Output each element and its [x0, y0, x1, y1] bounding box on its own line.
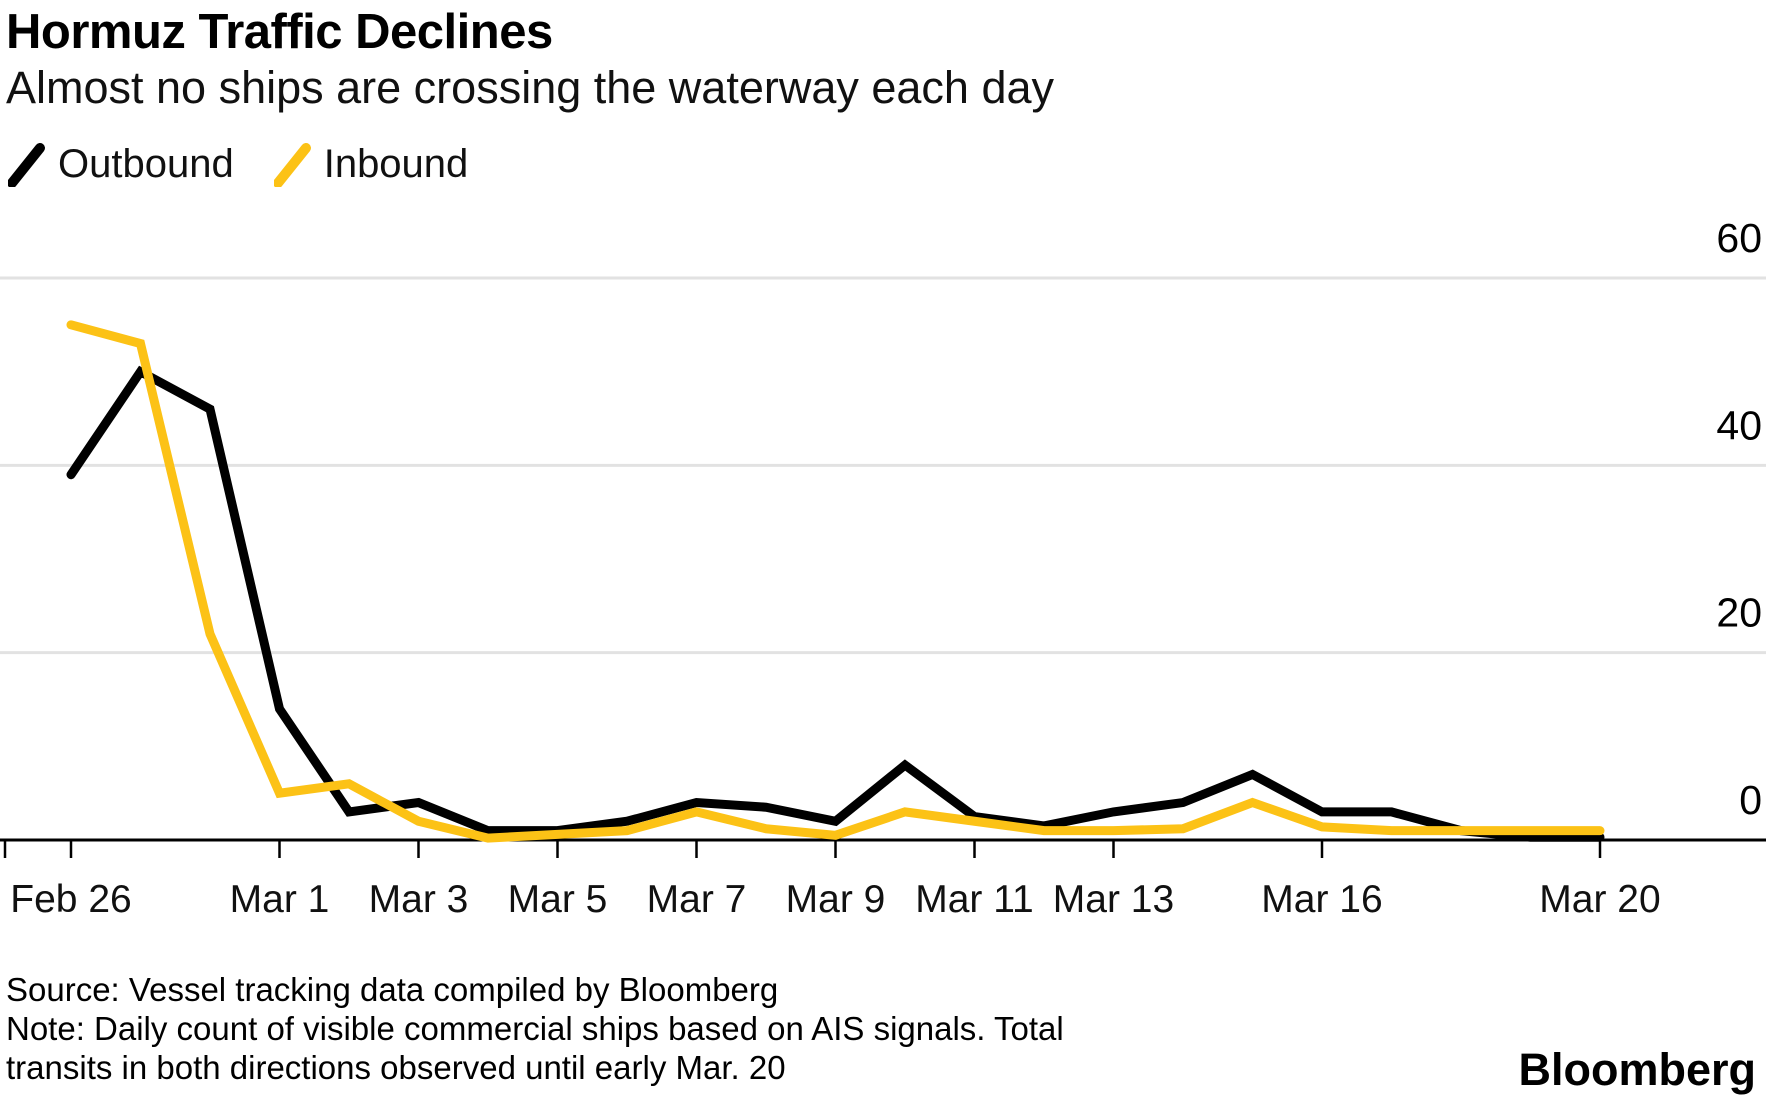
legend-label-inbound: Inbound — [323, 142, 469, 186]
x-axis-label-mar-1: Mar 1 — [230, 878, 330, 921]
x-axis-label-mar-11: Mar 11 — [915, 878, 1034, 921]
x-axis-label-mar-9: Mar 9 — [786, 878, 886, 921]
series-line-inbound — [66, 320, 1605, 843]
x-axis-label-feb-26: Feb 26 — [10, 878, 131, 921]
bloomberg-logo: Bloomberg — [1518, 1044, 1756, 1095]
x-axis-label-mar-20: Mar 20 — [1539, 878, 1660, 921]
page-subtitle: Almost no ships are crossing the waterwa… — [6, 62, 1055, 113]
series-line-outbound — [66, 365, 1605, 842]
page-title: Hormuz Traffic Declines — [6, 5, 553, 59]
x-axis-label-mar-7: Mar 7 — [647, 878, 747, 921]
footnote-line-2: transits in both directions observed unt… — [6, 1049, 786, 1086]
y-axis-label-60: 60 — [1716, 215, 1762, 261]
legend-label-outbound: Outbound — [58, 142, 234, 186]
y-axis-label-40: 40 — [1716, 402, 1762, 448]
source-note: Source: Vessel tracking data compiled by… — [6, 971, 779, 1008]
outbound-line-swatch-icon — [8, 142, 45, 187]
x-axis-label-mar-13: Mar 13 — [1053, 878, 1174, 921]
y-axis-label-0: 0 — [1739, 777, 1762, 823]
y-axis-label-20: 20 — [1716, 590, 1762, 636]
legend-item-outbound: Outbound — [8, 142, 234, 187]
x-axis-label-mar-5: Mar 5 — [508, 878, 608, 921]
chart-footer: Source: Vessel tracking data compiled by… — [6, 970, 1064, 1087]
inbound-line-swatch-icon — [273, 142, 311, 187]
footnote-line-1: Note: Daily count of visible commercial … — [6, 1010, 1064, 1047]
chart-legend: Outbound Inbound — [8, 142, 468, 187]
x-axis-label-mar-16: Mar 16 — [1261, 878, 1382, 921]
x-axis-label-mar-3: Mar 3 — [369, 878, 469, 921]
legend-item-inbound: Inbound — [273, 142, 469, 187]
